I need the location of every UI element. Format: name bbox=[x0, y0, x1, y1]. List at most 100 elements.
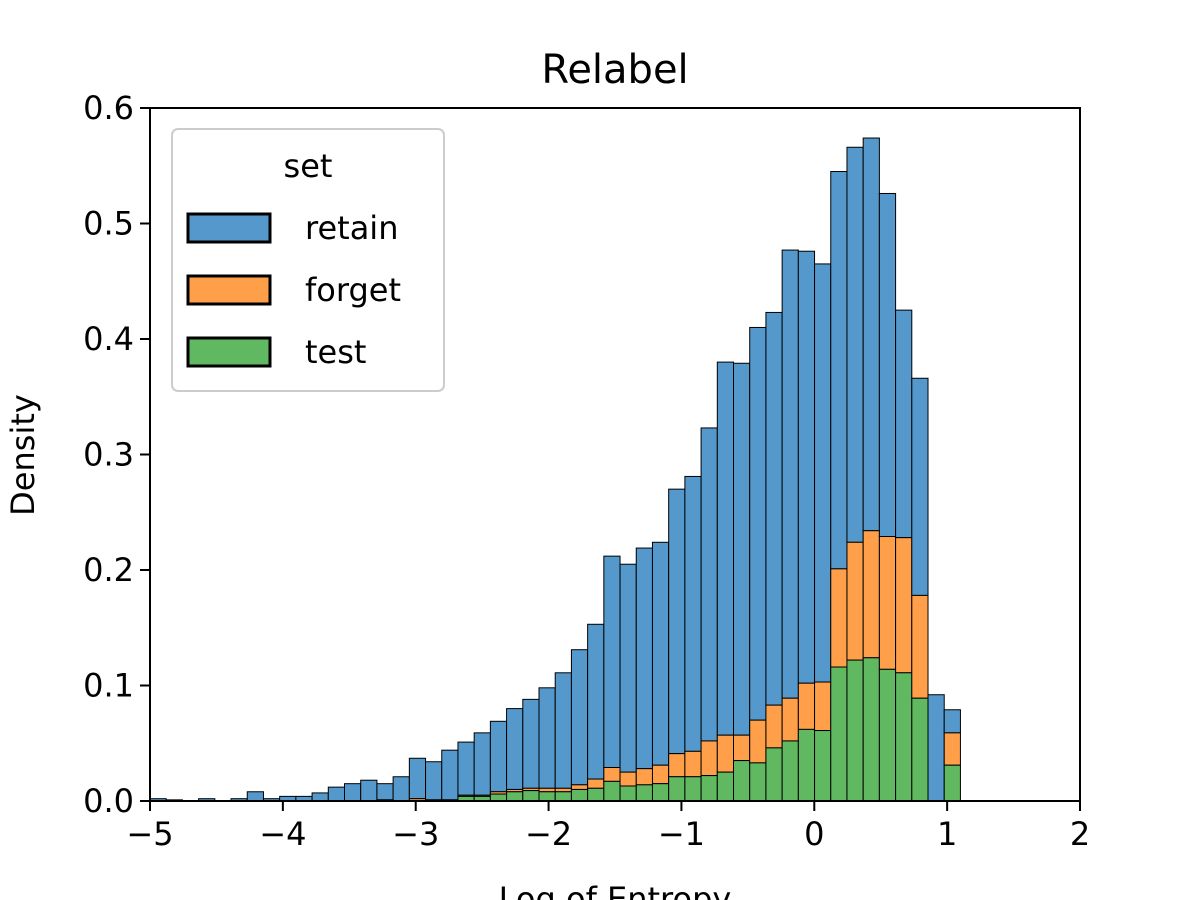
chart-title: Relabel bbox=[541, 47, 688, 93]
bar-retain bbox=[246, 791, 264, 802]
bar-test bbox=[619, 785, 637, 802]
bar-retain bbox=[392, 776, 410, 802]
bar-forget bbox=[635, 768, 653, 786]
bar-forget bbox=[895, 537, 913, 674]
bar-forget bbox=[619, 771, 637, 787]
bar-retain bbox=[473, 732, 491, 796]
bar-forget bbox=[570, 784, 589, 790]
bar-test bbox=[846, 659, 864, 802]
bar-retain bbox=[878, 192, 897, 538]
bar-forget bbox=[700, 740, 718, 777]
bar-forget bbox=[603, 767, 621, 782]
bar-forget bbox=[830, 568, 848, 668]
bar-retain bbox=[619, 563, 637, 773]
bar-retain bbox=[425, 761, 443, 801]
bar-test bbox=[733, 760, 751, 802]
bar-forget bbox=[554, 787, 572, 793]
x-tick-label: 1 bbox=[937, 815, 957, 853]
x-tick-label: −2 bbox=[525, 815, 572, 853]
bar-forget bbox=[878, 536, 897, 670]
bar-test bbox=[716, 771, 735, 802]
bar-retain bbox=[489, 720, 508, 793]
bar-retain bbox=[668, 488, 686, 755]
bar-retain bbox=[911, 377, 929, 596]
y-tick-label: 0.4 bbox=[83, 320, 134, 358]
bar-forget bbox=[765, 704, 783, 749]
bar-test bbox=[878, 668, 897, 802]
bar-test bbox=[570, 788, 589, 802]
x-tick-label: −3 bbox=[392, 815, 439, 853]
legend: set retain forget test bbox=[171, 128, 445, 392]
bar-retain bbox=[635, 547, 653, 770]
x-axis: −5 −4 −3 −2 −1 0 1 2 bbox=[126, 801, 1090, 853]
y-tick-label: 0.5 bbox=[83, 205, 134, 243]
legend-swatch-retain bbox=[186, 212, 272, 244]
bar-test bbox=[538, 791, 556, 802]
bar-retain bbox=[457, 741, 475, 796]
bar-forget bbox=[781, 697, 799, 742]
bar-test bbox=[668, 776, 686, 802]
bar-test bbox=[587, 787, 605, 802]
bar-forget bbox=[668, 753, 686, 778]
bar-test bbox=[895, 672, 913, 802]
bar-retain bbox=[684, 475, 702, 752]
bar-retain bbox=[360, 779, 378, 802]
bar-forget bbox=[651, 764, 670, 785]
bar-forget bbox=[797, 682, 816, 730]
y-tick-label: 0.1 bbox=[83, 667, 134, 705]
bar-test bbox=[830, 666, 848, 802]
bar-retain bbox=[506, 708, 524, 790]
bar-retain bbox=[603, 555, 621, 769]
bar-retain bbox=[927, 694, 945, 802]
bar-retain bbox=[651, 541, 670, 766]
bar-test bbox=[749, 762, 767, 802]
bar-forget bbox=[814, 681, 832, 732]
bar-test bbox=[814, 730, 832, 802]
legend-swatch-forget bbox=[186, 274, 272, 306]
x-tick-label: −5 bbox=[126, 815, 173, 853]
bar-retain bbox=[538, 687, 556, 789]
bar-forget bbox=[943, 732, 961, 766]
y-axis-title: Density bbox=[4, 394, 42, 516]
bar-retain bbox=[554, 672, 572, 789]
bar-retain bbox=[522, 698, 540, 789]
bar-forget bbox=[733, 734, 751, 762]
bar-retain bbox=[716, 361, 735, 736]
bar-forget bbox=[911, 594, 929, 699]
bar-retain bbox=[895, 309, 913, 539]
bar-test bbox=[603, 780, 621, 802]
legend-label-forget: forget bbox=[305, 271, 401, 309]
bar-retain bbox=[344, 783, 362, 802]
bar-retain bbox=[408, 757, 427, 800]
bar-retain bbox=[700, 427, 718, 742]
bar-test bbox=[781, 740, 799, 802]
bar-forget bbox=[587, 778, 605, 789]
bar-retain bbox=[830, 171, 848, 570]
bar-test bbox=[554, 791, 572, 802]
bar-retain bbox=[765, 311, 783, 706]
bar-retain bbox=[943, 709, 961, 734]
legend-swatch-test bbox=[186, 336, 272, 368]
bar-retain bbox=[846, 146, 864, 543]
bar-test bbox=[522, 790, 540, 802]
bar-retain bbox=[797, 250, 816, 684]
bar-retain bbox=[749, 326, 767, 721]
bar-forget bbox=[716, 734, 735, 773]
bar-test bbox=[797, 728, 816, 802]
bar-retain bbox=[441, 749, 459, 801]
bar-test bbox=[700, 775, 718, 802]
legend-label-retain: retain bbox=[305, 209, 398, 247]
bar-test bbox=[684, 776, 702, 802]
bar-forget bbox=[538, 787, 556, 793]
legend-label-test: test bbox=[305, 333, 366, 371]
bar-retain bbox=[570, 649, 589, 786]
x-axis-title: Log of Entropy bbox=[499, 880, 732, 900]
bar-test bbox=[489, 793, 508, 802]
bar-test bbox=[651, 783, 670, 802]
x-tick-label: −4 bbox=[259, 815, 306, 853]
bar-test bbox=[911, 697, 929, 802]
bar-forget bbox=[862, 530, 880, 659]
bar-test bbox=[635, 784, 653, 802]
bar-retain bbox=[814, 263, 832, 683]
